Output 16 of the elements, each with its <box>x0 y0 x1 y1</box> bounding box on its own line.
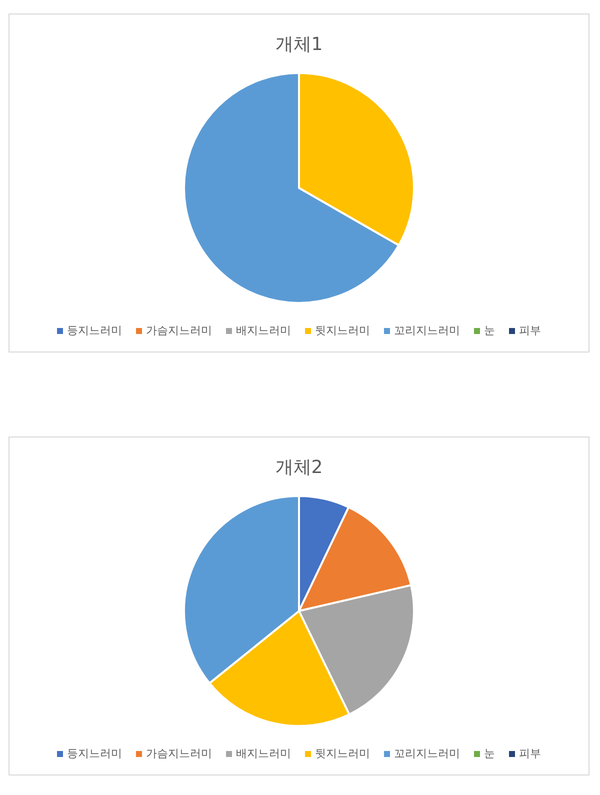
legend-label: 배지느러미 <box>236 324 291 337</box>
legend-label: 피부 <box>519 747 541 760</box>
legend-label: 가슴지느러미 <box>146 324 212 337</box>
legend-label: 뒷지느러미 <box>315 324 370 337</box>
legend-label: 가슴지느러미 <box>146 747 212 760</box>
chart-title: 개체2 <box>275 457 323 478</box>
legend-label: 눈 <box>484 747 495 760</box>
legend-label: 뒷지느러미 <box>315 747 370 760</box>
legend-label: 꼬리지느러미 <box>394 747 460 760</box>
legend-label: 등지느러미 <box>67 747 122 760</box>
legend-label: 눈 <box>484 324 495 337</box>
legend-label: 피부 <box>519 324 541 337</box>
chart-title: 개체1 <box>275 34 323 55</box>
legend-label: 꼬리지느러미 <box>394 324 460 337</box>
legend-label: 배지느러미 <box>236 747 291 760</box>
legend-label: 등지느러미 <box>67 324 122 337</box>
